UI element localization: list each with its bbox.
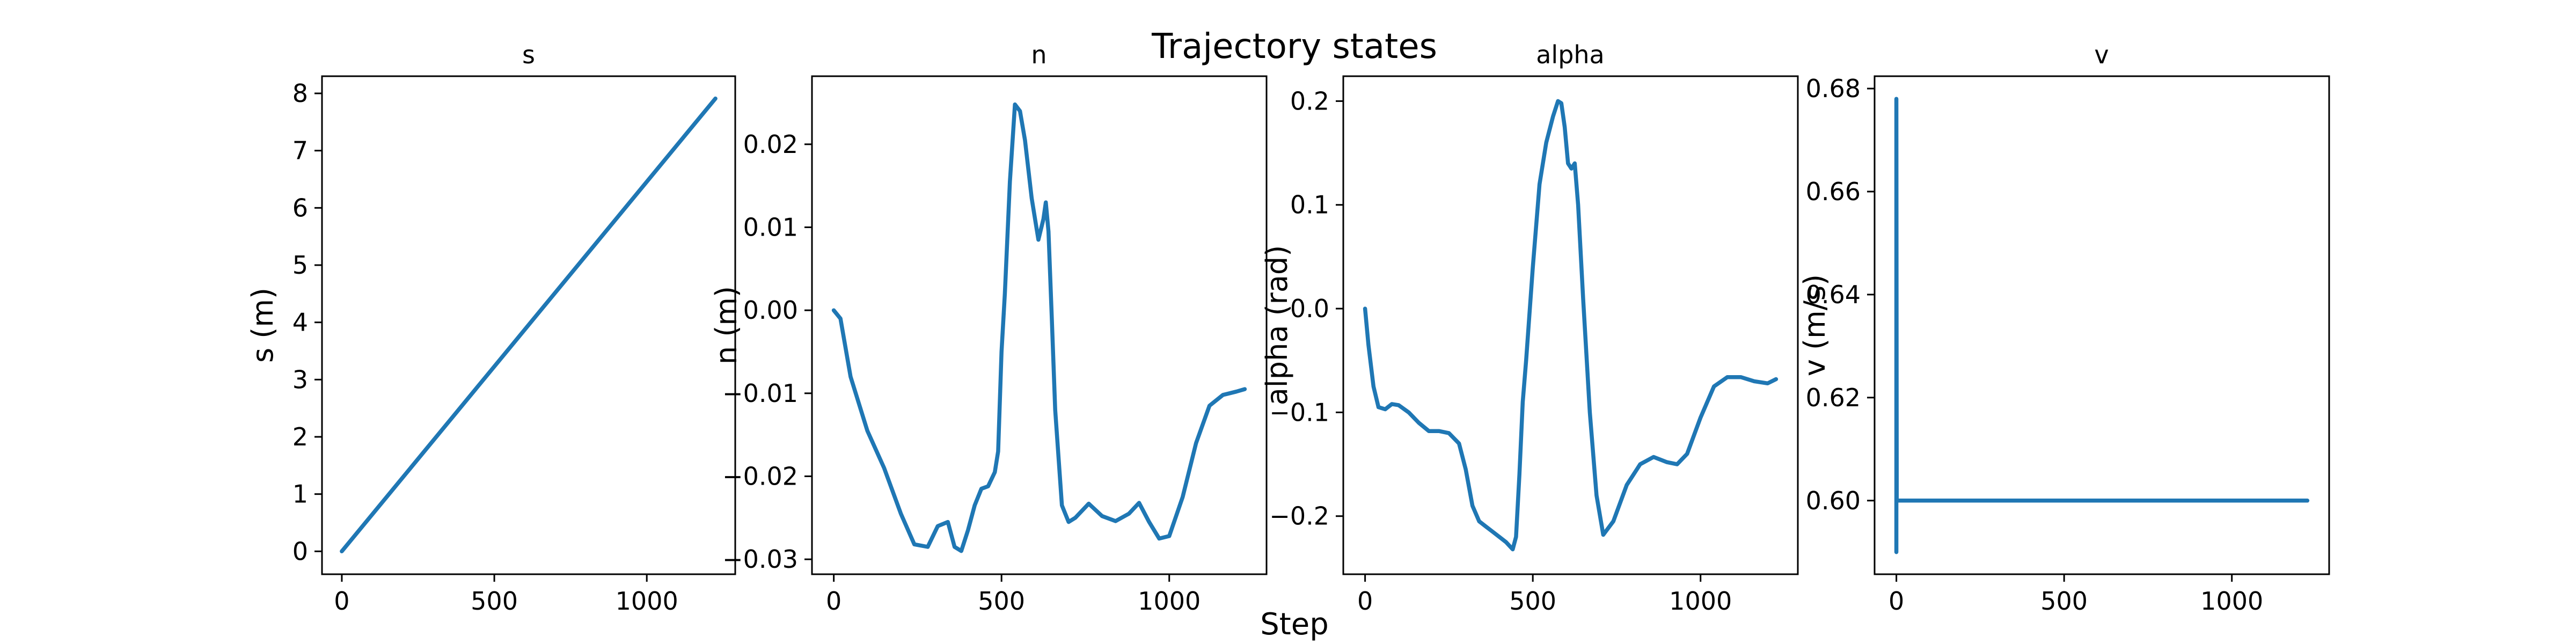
- y-tick-label-0-00: 0.00: [743, 296, 798, 325]
- x-tick-label-0: 0: [826, 587, 841, 616]
- y-tick-label-0-68: 0.68: [1806, 74, 1861, 103]
- y-tick-label-0-64: 0.64: [1806, 280, 1861, 309]
- x-tick-label-500: 500: [978, 587, 1025, 616]
- plot-frame: [321, 75, 736, 575]
- subplot-alpha: alpha alpha (rad) 0 500 1000 0.2 0.1 0.0 −0.1 −…: [1260, 40, 1799, 616]
- y-axis-label: v (m/s): [1798, 274, 1832, 376]
- y-tick-label-2: 2: [292, 422, 308, 451]
- y-tick-label-0-2: 0.2: [1290, 86, 1329, 115]
- subplot-title: n: [1031, 40, 1046, 69]
- x-tick-label-1000: 1000: [1138, 587, 1201, 616]
- y-tick-label-5: 5: [292, 251, 308, 280]
- y-axis-label: alpha (rad): [1260, 245, 1294, 406]
- figure-suptitle: Trajectory states: [1151, 27, 1437, 67]
- y-tick-label-0-2: −0.2: [1269, 502, 1329, 531]
- y-tick-label-3: 3: [292, 365, 308, 394]
- y-tick-label-0-62: 0.62: [1806, 383, 1861, 412]
- y-tick-label-0-03: −0.03: [722, 545, 798, 574]
- y-tick-label-4: 4: [292, 308, 308, 337]
- y-tick-label-8: 8: [292, 79, 308, 108]
- series-line: [1894, 97, 2310, 554]
- series-line: [340, 96, 718, 554]
- x-tick-label-500: 500: [2040, 587, 2088, 616]
- y-tick-label-0-60: 0.60: [1806, 486, 1861, 515]
- y-tick-label-0-02: −0.02: [722, 462, 798, 491]
- subplot-title: alpha: [1536, 40, 1605, 69]
- x-tick-label-500: 500: [471, 587, 518, 616]
- plot-frame: [1874, 75, 2330, 575]
- y-tick-label-0-02: 0.02: [743, 130, 798, 159]
- y-tick-label-6: 6: [292, 193, 308, 222]
- x-tick-label-1000: 1000: [616, 587, 678, 616]
- y-tick-label-1: 1: [292, 480, 308, 509]
- subplot-s: s s (m) 0 500 1000 0 1 2 3 4 5 6 7 8: [246, 40, 736, 616]
- subplot-v: v v (m/s) 0 500 1000 0.68 0.66 0.64 0.62 0.60: [1798, 40, 2330, 616]
- subplot-title: v: [2094, 40, 2109, 69]
- axis-ticks: 0 500 1000 0 1 2 3 4 5 6 7 8: [292, 79, 678, 616]
- x-tick-label-500: 500: [1509, 587, 1556, 616]
- subplot-title: s: [522, 40, 535, 69]
- y-tick-label-0-1: 0.1: [1290, 191, 1329, 219]
- y-tick-label-7: 7: [292, 136, 308, 165]
- axis-ticks: 0 500 1000 0.02 0.01 0.00 −0.01 −0.02 −0.03: [722, 130, 1201, 616]
- axis-ticks: 0 500 1000 0.2 0.1 0.0 −0.1 −0.2: [1269, 86, 1732, 616]
- series-line: [831, 102, 1247, 553]
- y-tick-label-0-66: 0.66: [1806, 177, 1861, 206]
- axis-ticks: 0 500 1000 0.68 0.66 0.64 0.62 0.60: [1806, 74, 2264, 616]
- plot-frame: [1342, 75, 1799, 575]
- x-tick-label-1000: 1000: [1669, 587, 1732, 616]
- y-tick-label-0-1: −0.1: [1269, 398, 1329, 427]
- y-axis-label: n (m): [709, 286, 743, 364]
- x-tick-label-0: 0: [1889, 587, 1904, 616]
- plot-frame: [811, 75, 1268, 575]
- x-tick-label-0: 0: [1357, 587, 1373, 616]
- figure-xlabel: Step: [1260, 607, 1329, 642]
- y-axis-label: s (m): [246, 288, 280, 363]
- series-line: [1363, 99, 1779, 552]
- y-tick-label-0-01: −0.01: [722, 379, 798, 408]
- y-tick-label-0-0: 0.0: [1290, 294, 1329, 323]
- y-tick-label-0: 0: [292, 537, 308, 566]
- y-tick-label-0-01: 0.01: [743, 213, 798, 241]
- x-tick-label-1000: 1000: [2200, 587, 2263, 616]
- x-tick-label-0: 0: [334, 587, 349, 616]
- subplot-n: n n (m) 0 500 1000 0.02 0.01 0.00 −0.01 −0.02 −0…: [709, 40, 1268, 616]
